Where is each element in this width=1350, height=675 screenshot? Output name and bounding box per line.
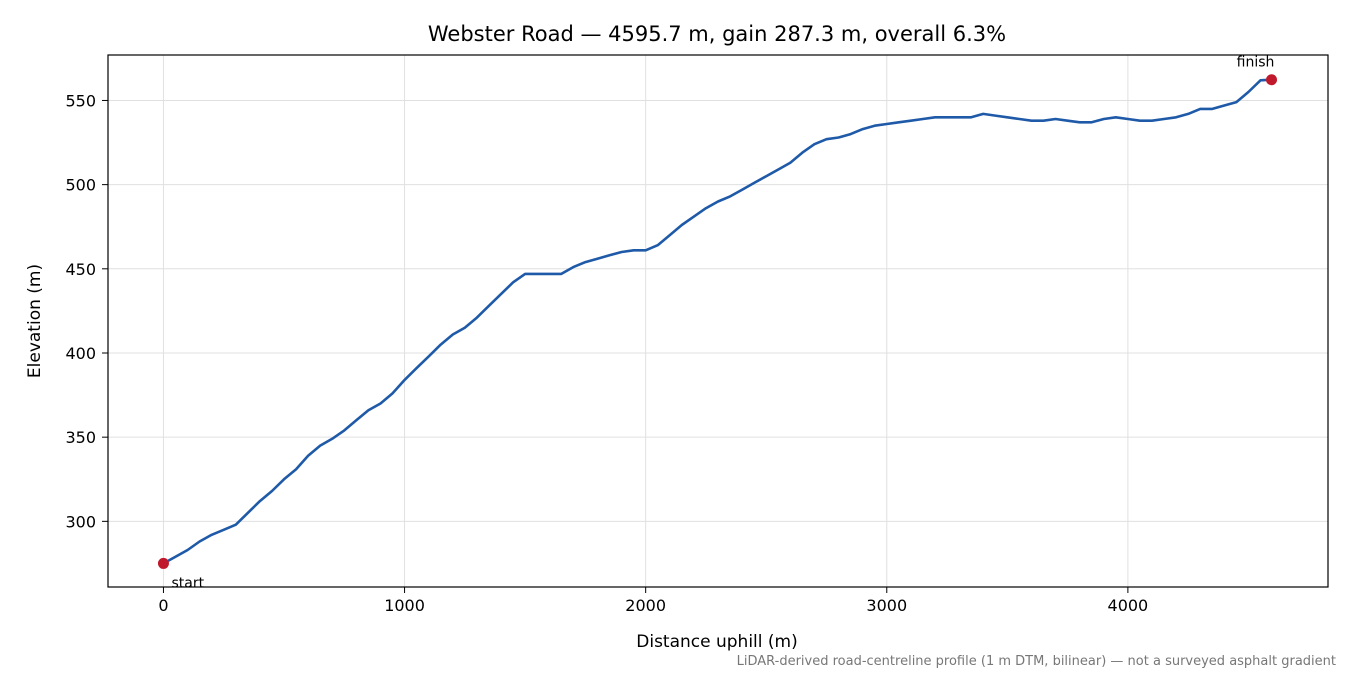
y-tick-label: 500 <box>65 176 96 195</box>
y-axis-label: Elevation (m) <box>25 264 45 378</box>
annotations-layer: start finish <box>157 55 1278 591</box>
y-tick-label: 350 <box>65 428 96 447</box>
finish-marker <box>1266 74 1278 86</box>
grid-lines <box>108 55 1328 587</box>
y-tick-label: 550 <box>65 91 96 110</box>
y-tick-label: 300 <box>65 512 96 531</box>
x-tick-label: 0 <box>158 596 168 615</box>
finish-label: finish <box>1237 55 1275 71</box>
x-tick-label: 3000 <box>866 596 907 615</box>
axis-ticks: 0 1000 2000 3000 4000 300 350 400 450 500 550 <box>65 91 1148 615</box>
start-marker <box>157 557 169 569</box>
y-tick-label: 450 <box>65 260 96 279</box>
x-tick-label: 1000 <box>384 596 425 615</box>
x-tick-label: 2000 <box>625 596 666 615</box>
start-label: start <box>171 575 204 591</box>
elevation-profile-line <box>162 78 1273 565</box>
series-layer <box>162 78 1273 565</box>
x-axis-label: Distance uphill (m) <box>636 632 797 652</box>
plot-frame <box>107 54 1329 588</box>
chart-title: Webster Road — 4595.7 m, gain 287.3 m, o… <box>428 22 1006 46</box>
footnote-text: LiDAR-derived road-centreline profile (1… <box>737 654 1336 669</box>
y-tick-label: 400 <box>65 344 96 363</box>
x-tick-label: 4000 <box>1108 596 1149 615</box>
